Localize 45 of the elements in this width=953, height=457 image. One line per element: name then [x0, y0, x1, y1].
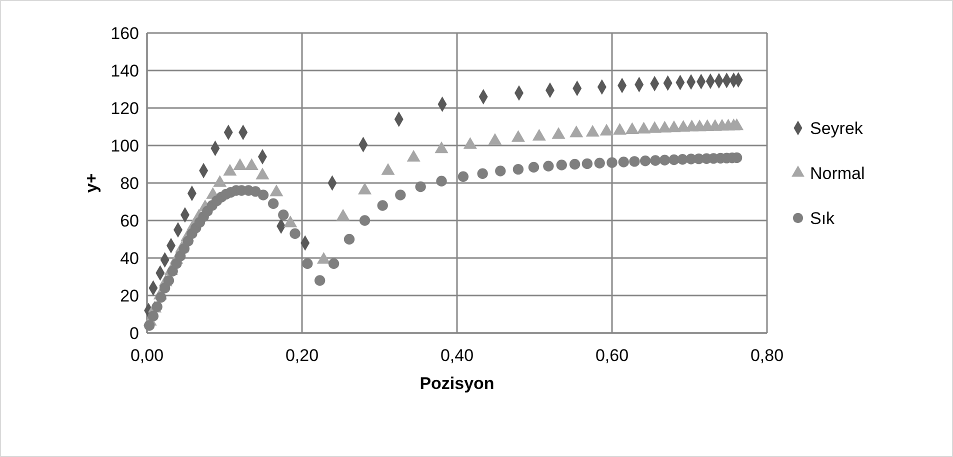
y-tick-label: 160	[110, 24, 139, 43]
y-tick-label: 40	[120, 248, 139, 268]
point	[434, 141, 448, 154]
point	[223, 164, 237, 176]
y-tick-label: 0	[130, 324, 139, 343]
y-axis-title: y+	[82, 173, 101, 193]
x-tick-label: 0,00	[130, 346, 164, 365]
point	[511, 130, 526, 142]
point	[316, 252, 330, 264]
point	[233, 158, 247, 170]
point	[636, 122, 651, 134]
point	[284, 215, 298, 228]
legend-label: Sık	[810, 208, 836, 228]
point	[586, 124, 600, 137]
point	[463, 137, 477, 149]
point	[600, 124, 614, 136]
x-tick-label: 0,20	[285, 346, 319, 365]
legend-label: Normal	[810, 164, 865, 183]
x-tick-label: 0,80	[750, 346, 784, 365]
y-tick-label: 100	[110, 136, 139, 156]
y-tick-label: 140	[110, 61, 139, 80]
point	[532, 128, 546, 141]
x-tick-label: 0,60	[595, 346, 629, 365]
point	[570, 125, 584, 138]
point	[256, 168, 270, 180]
point	[612, 123, 627, 135]
y-tick-label: 80	[120, 174, 139, 193]
point	[358, 182, 372, 194]
point	[552, 127, 566, 139]
x-axis-title: Pozisyon	[420, 374, 494, 393]
point	[381, 163, 395, 175]
y-tick-label: 60	[120, 211, 139, 230]
y-tick-label: 120	[110, 98, 139, 118]
point	[648, 121, 662, 133]
point	[406, 150, 420, 162]
x-tick-label: 0,40	[440, 346, 474, 365]
point	[658, 120, 672, 133]
legend-label: Seyrek	[810, 118, 864, 138]
y-tick-label: 20	[120, 286, 139, 306]
point	[213, 175, 227, 187]
point	[244, 158, 258, 170]
point	[270, 184, 284, 196]
point	[488, 133, 502, 145]
point	[625, 122, 639, 134]
point	[336, 208, 350, 221]
